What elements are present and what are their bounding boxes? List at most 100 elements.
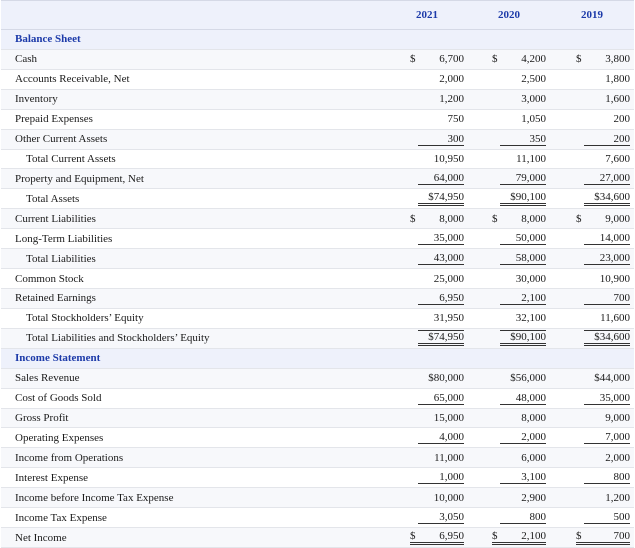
value-cell-2020: 3,000 (468, 89, 550, 110)
value-cell-2020: 79,000 (468, 168, 550, 190)
table-row: Total Current Assets 10,950 11,100 7,600 (1, 149, 634, 170)
dollar-sign: $ (410, 53, 416, 66)
row-label: Net Income (1, 527, 386, 548)
amount-value: 65,000 (433, 391, 464, 404)
amount: 58,000 (500, 252, 546, 266)
value-cell-2019: 23,000 (550, 248, 634, 270)
value-cell-2019: 14,000 (550, 228, 634, 250)
amount-value: 800 (613, 471, 631, 484)
value-cell-2019: 7,600 (550, 149, 634, 170)
row-label: Current Liabilities (1, 208, 386, 230)
amount-value: 3,000 (521, 93, 546, 106)
row-label: Other Current Assets (1, 129, 386, 150)
value-cell-2020: 30,000 (468, 268, 550, 289)
amount-value: 8,000 (439, 212, 464, 225)
amount-value: 500 (613, 511, 631, 524)
year-header-row: 2021 2020 2019 (1, 0, 634, 30)
amount: $700 (576, 530, 630, 545)
table-row: Long-Term Liabilities 35,000 50,000 14,000 (1, 228, 634, 250)
dollar-sign: $ (576, 212, 582, 225)
amount-value: $44,000 (594, 372, 630, 385)
amount: 200 (584, 133, 630, 146)
amount: 9,000 (584, 412, 630, 424)
amount-value: $74,950 (428, 331, 464, 344)
amount-value: 64,000 (433, 172, 464, 185)
value-cell-2020: 2,100 (468, 288, 550, 309)
value-cell-2021: 4,000 (386, 427, 468, 449)
amount: 800 (584, 471, 631, 485)
year-header-2021: 2021 (386, 0, 468, 30)
row-label: Property and Equipment, Net (1, 168, 386, 190)
amount-value: 23,000 (599, 252, 630, 265)
amount: 1,600 (584, 93, 630, 105)
amount-value: 200 (613, 113, 631, 126)
table-row: Other Current Assets 300 350 200 (1, 129, 634, 150)
table-row: Cash $6,700 $4,200 $3,800 (1, 49, 634, 70)
table-row: Total Stockholders’ Equity 31,950 32,100 11… (1, 308, 634, 329)
amount: 43,000 (418, 252, 464, 266)
amount-value: 2,000 (521, 431, 546, 444)
amount: $2,100 (492, 530, 546, 545)
table-row: Property and Equipment, Net 64,000 79,000 2… (1, 168, 634, 190)
amount-value: 2,100 (521, 291, 546, 304)
value-cell-2020: 3,100 (468, 467, 550, 489)
amount-value: 9,000 (605, 212, 630, 225)
amount: 35,000 (418, 232, 464, 246)
value-cell-2019: $700 (550, 527, 634, 548)
amount-value: 6,950 (439, 530, 464, 542)
amount-value: $34,600 (594, 191, 630, 204)
amount: 30,000 (500, 273, 546, 285)
dollar-sign: $ (492, 530, 498, 542)
value-cell-2021: 10,950 (386, 149, 468, 170)
row-label: Interest Expense (1, 467, 386, 489)
value-cell-2021: 3,050 (386, 507, 468, 529)
value-cell-2019: 2,000 (550, 447, 634, 469)
amount-value: 35,000 (433, 232, 464, 245)
amount: 11,100 (500, 153, 546, 165)
table-row: Income before Income Tax Expense 10,000 2,… (1, 487, 634, 509)
value-cell-2020: 1,050 (468, 109, 550, 130)
amount: $90,100 (500, 191, 546, 207)
value-cell-2021: 1,000 (386, 467, 468, 489)
amount-value: 300 (447, 132, 465, 145)
amount-value: 6,950 (439, 291, 464, 304)
value-cell-2019: 9,000 (550, 408, 634, 429)
amount-value: 1,200 (439, 93, 464, 106)
value-cell-2021: 1,200 (386, 89, 468, 110)
value-cell-2021: 11,000 (386, 447, 468, 469)
amount: 6,000 (500, 452, 546, 464)
amount: $34,600 (584, 330, 630, 347)
amount: 32,100 (500, 312, 546, 324)
value-cell-2019: 1,600 (550, 89, 634, 110)
amount-value: 1,000 (439, 471, 464, 484)
amount-value: 3,100 (521, 471, 546, 484)
amount: $74,950 (418, 191, 464, 207)
amount-value: 2,100 (521, 530, 546, 542)
table-row: Inventory 1,200 3,000 1,600 (1, 89, 634, 110)
value-cell-2019: 1,200 (550, 487, 634, 509)
amount-value: 350 (529, 132, 547, 145)
value-cell-2020: 2,000 (468, 427, 550, 449)
section-header-row: Balance Sheet (1, 29, 634, 50)
value-cell-2020: 48,000 (468, 388, 550, 409)
amount: 50,000 (500, 232, 546, 246)
amount: 4,000 (418, 431, 464, 445)
table-row: Retained Earnings 6,950 2,100 700 (1, 288, 634, 309)
value-cell-2019: 500 (550, 507, 634, 529)
dollar-sign: $ (410, 530, 416, 542)
row-label: Inventory (1, 89, 386, 110)
amount-value: 43,000 (433, 252, 464, 265)
amount: $4,200 (492, 53, 546, 65)
amount-value: 79,000 (515, 172, 546, 185)
amount-value: 200 (613, 132, 631, 145)
row-label: Accounts Receivable, Net (1, 69, 386, 90)
amount: $34,600 (584, 191, 630, 207)
amount: 2,100 (500, 292, 546, 305)
amount-value: 8,000 (521, 411, 546, 424)
row-label: Cash (1, 49, 386, 70)
row-label: Retained Earnings (1, 288, 386, 309)
row-label: Total Liabilities (1, 248, 386, 270)
amount: 25,000 (418, 273, 464, 285)
amount: 8,000 (500, 412, 546, 424)
